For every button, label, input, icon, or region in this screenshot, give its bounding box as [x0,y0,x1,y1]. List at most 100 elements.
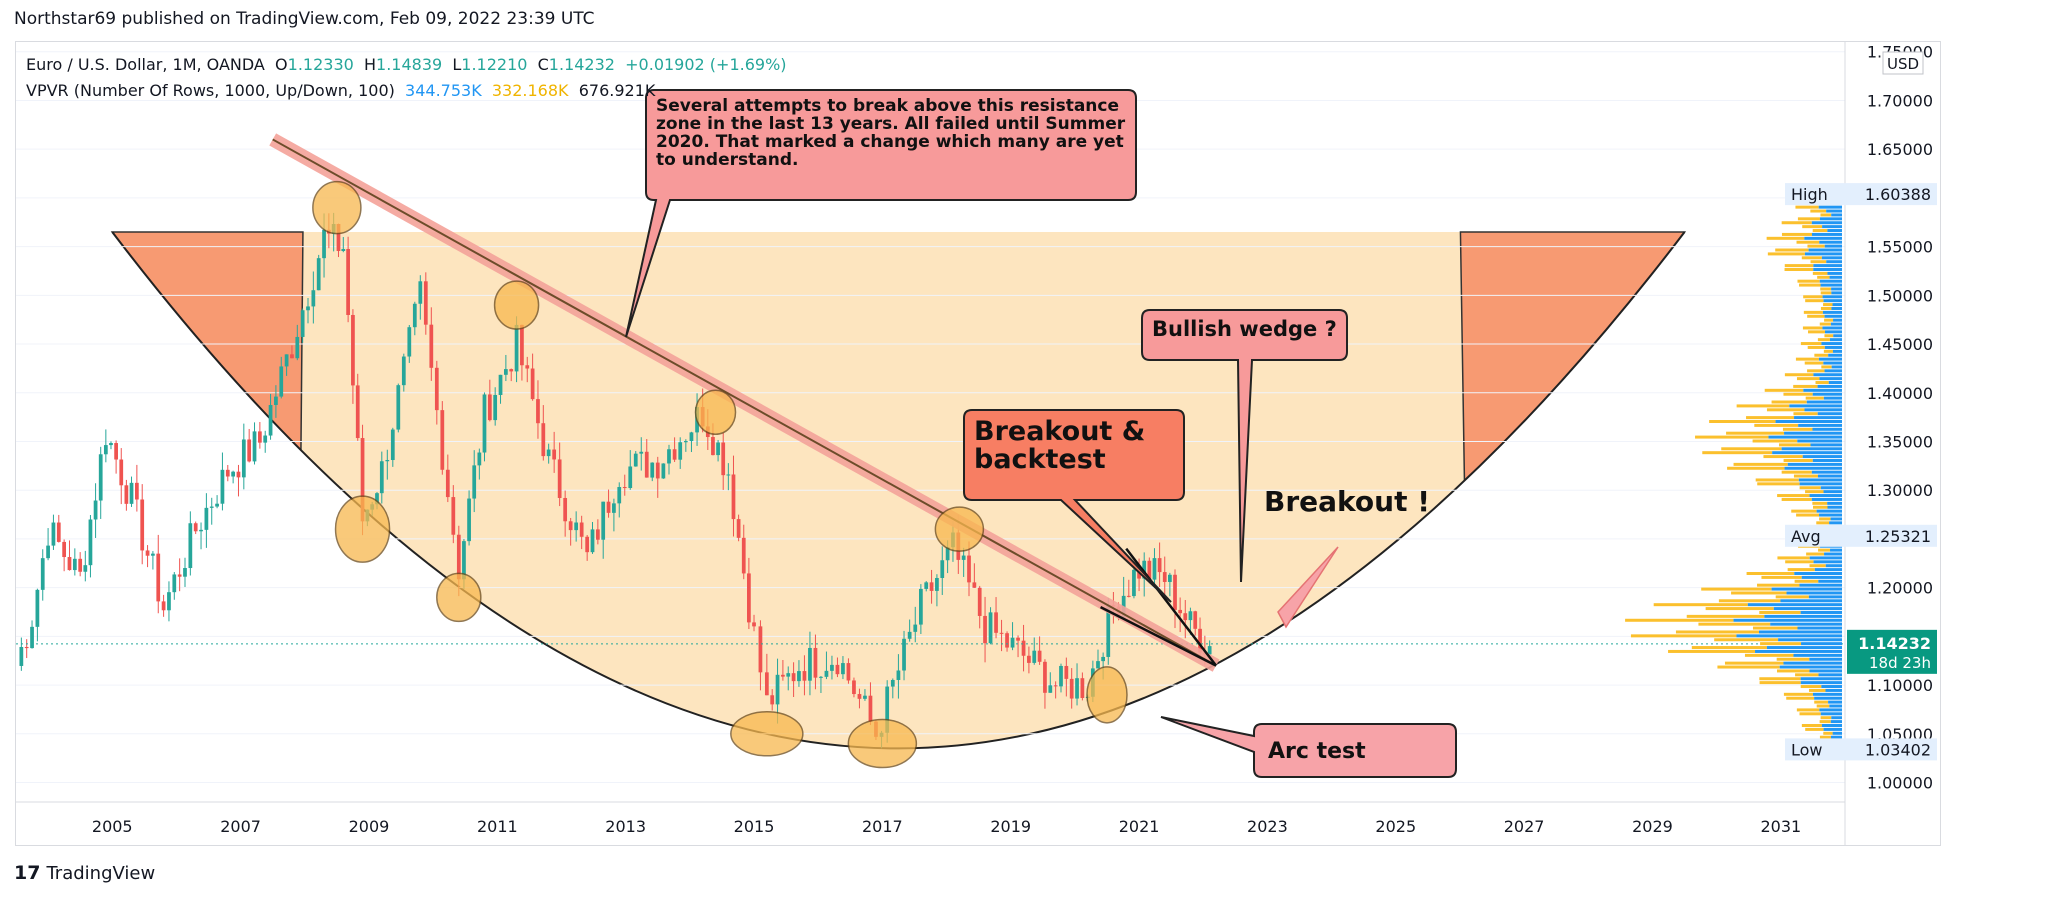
callout-wedge-text: Bullish wedge ? [1152,318,1337,341]
candle-body [514,324,519,372]
volume-profile-down-bar [1709,420,1776,423]
candle-body [1188,611,1193,621]
candle-body [830,664,834,671]
candle-body [124,485,129,504]
candle-body [655,462,660,479]
candle-body [462,541,466,580]
chart-frame[interactable]: 1.000001.050001.100001.150001.200001.250… [15,41,1941,846]
volume-profile-down-bar [1761,575,1802,579]
volume-profile-down-bar [1805,727,1824,731]
x-tick-label: 2015 [734,817,775,836]
candle-body [595,529,600,540]
breakout-arrow-icon [1277,546,1339,629]
candle-body [678,442,683,460]
volume-profile-up-bar [1822,310,1842,314]
candle-body [689,432,694,442]
candle-body [231,471,235,477]
candle-body [1043,661,1047,693]
legend-open-label: O [275,55,288,74]
candle-body [1173,574,1177,610]
legend-symbol[interactable]: Euro / U.S. Dollar, 1M, OANDA [26,55,265,74]
volume-profile-down-bar [1724,661,1784,665]
callout-breakout-backtest: Breakout & backtest [963,409,1185,603]
candle-body [546,449,551,457]
volume-profile-down-bar [1795,205,1819,209]
volume-profile-down-bar [1775,248,1809,252]
volume-profile-down-bar [1793,412,1818,416]
candle-body [247,439,252,462]
candle-body [30,626,34,649]
candle-body [482,394,487,453]
chart-canvas[interactable]: 1.000001.050001.100001.150001.200001.250… [16,42,1940,845]
candle-body [429,324,434,368]
volume-profile-up-bar [1824,244,1842,248]
candle-body [967,555,971,583]
volume-profile-up-bar [1828,700,1842,704]
candle-body [98,454,103,501]
volume-profile-down-bar [1814,353,1829,357]
callout-breakout-backtest-shape [963,409,1185,603]
volume-profile-up-bar [1821,724,1842,727]
candle-body [563,497,568,522]
candle-body [852,680,856,695]
volume-profile-down-bar [1817,338,1830,342]
volume-profile-down-bar [1812,229,1828,233]
volume-profile-up-bar [1820,283,1842,287]
candle-body [726,474,731,476]
legend-vpvr-label[interactable]: VPVR (Number Of Rows, 1000, Up/Down, 100… [26,81,395,100]
volume-profile-up-bar [1827,229,1842,233]
volume-profile-up-bar [1817,384,1842,388]
volume-profile-down-bar [1820,291,1832,295]
candle-body [781,674,785,677]
volume-profile-down-bar [1812,501,1828,505]
volume-profile-down-bar [1818,548,1831,552]
volume-profile-up-bar [1812,692,1842,696]
price-label-value: 1.25321 [1865,527,1931,546]
candle-body [1048,685,1053,693]
volume-profile-down-bar [1777,556,1810,560]
candle-body [945,547,950,561]
volume-profile-down-bar [1781,497,1812,501]
y-tick-label: 1.30000 [1867,481,1933,500]
candle-body [846,663,851,681]
candle-body [786,673,791,677]
volume-profile-down-bar [1796,240,1820,244]
volume-profile-down-bar [1819,517,1831,521]
volume-profile-up-bar [1789,404,1842,408]
volume-profile-down-bar [1726,431,1785,435]
candle-body [445,469,450,498]
candle-body [274,396,278,405]
volume-profile-down-bar [1698,622,1771,626]
volume-profile-down-bar [1801,256,1822,260]
candle-body [509,369,514,372]
candle-body [835,664,840,675]
tradingview-logo-icon[interactable]: 17 [14,862,41,884]
candle-body [440,410,445,470]
candle-body [241,439,246,478]
volume-profile-up-bar [1825,330,1842,334]
volume-profile-up-bar [1831,306,1842,310]
volume-profile-down-bar [1812,271,1828,275]
volume-profile-down-bar [1746,416,1795,420]
candle-body [716,442,720,456]
candle-body [601,501,606,540]
volume-profile-down-bar [1717,665,1780,669]
volume-profile-down-bar [1714,638,1779,642]
volume-profile-up-bar [1809,669,1842,673]
volume-profile-up-bar [1812,392,1842,396]
candle-body [1016,637,1020,641]
volume-profile-up-bar [1770,622,1842,626]
volume-profile-up-bar [1800,610,1842,614]
footer-brand[interactable]: TradingView [46,862,156,884]
volume-profile-down-bar [1731,591,1787,595]
volume-profile-down-bar [1785,560,1814,564]
volume-profile-up-bar [1809,556,1842,560]
candle-body [868,695,873,722]
volume-profile-up-bar [1818,205,1842,209]
volume-profile-down-bar [1759,681,1801,685]
candle-body [498,374,503,395]
volume-profile-down-bar [1721,447,1782,451]
volume-profile-up-bar [1775,420,1842,423]
candle-body [1183,613,1188,621]
x-tick-label: 2031 [1760,817,1801,836]
